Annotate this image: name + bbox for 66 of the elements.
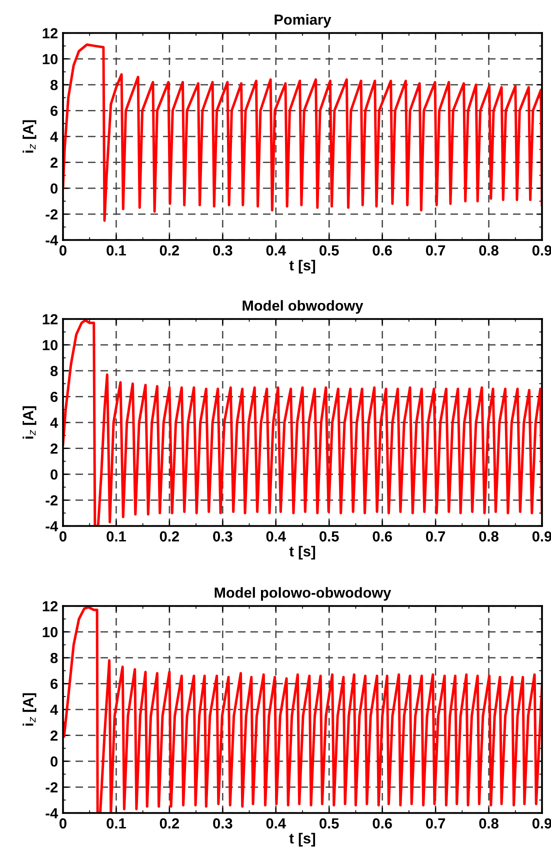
chart-title: Pomiary [274, 14, 332, 28]
y-tick-label: 8 [50, 652, 58, 664]
y-axis-title: i$_{z}$ [A] [22, 406, 36, 439]
x-tick-label: 0.2 [160, 818, 179, 829]
y-tick-label: 8 [50, 80, 58, 90]
x-tick-label: 0.3 [213, 531, 232, 542]
y-tick-label: 0 [50, 756, 58, 767]
y-tick-label: -2 [46, 209, 58, 220]
x-tick-label: 0.2 [160, 245, 179, 256]
y-tick-label: 0 [50, 183, 58, 194]
y-tick-label: -2 [46, 782, 58, 792]
x-tick-label: 0.7 [426, 245, 446, 256]
y-tick-label: -4 [46, 235, 58, 246]
y-tick-label: 6 [50, 678, 58, 690]
y-tick-label: 4 [50, 704, 58, 715]
y-tick-label: 2 [50, 730, 58, 741]
y-tick-label: -4 [46, 808, 58, 818]
line-series [63, 606, 542, 813]
x-tick-label: 0.4 [266, 531, 286, 542]
y-tick-label: 2 [50, 157, 58, 168]
x-tick-label: 0.4 [266, 818, 286, 829]
x-tick-label: 0.5 [320, 531, 339, 542]
x-axis-title: t [s] [289, 546, 316, 560]
y-axis-title: i$_{z}$ [A] [22, 120, 36, 153]
y-tick-label: 2 [50, 443, 58, 454]
x-tick-label: 0 [60, 818, 66, 829]
y-axis-title: i$_{z}$ [A] [22, 693, 36, 726]
chart-title: Model obwodowy [242, 300, 364, 314]
y-tick-label: 10 [42, 54, 58, 64]
x-axis-title: t [s] [289, 832, 316, 846]
x-tick-label: 0.8 [479, 531, 498, 542]
y-tick-label: 0 [50, 469, 58, 480]
x-tick-label: 0.1 [106, 245, 126, 256]
x-tick-label: 0.6 [372, 531, 392, 542]
x-tick-label: 0 [60, 531, 66, 542]
x-axis-title: t [s] [289, 260, 316, 274]
y-tick-label: 12 [42, 601, 58, 612]
x-tick-label: 0.1 [106, 818, 126, 829]
y-tick-label: 4 [50, 132, 58, 142]
x-tick-label: 0 [60, 245, 66, 256]
y-tick-label: 10 [42, 340, 58, 350]
x-tick-label: 0.5 [320, 818, 339, 829]
x-tick-label: 0.4 [266, 245, 286, 256]
x-tick-label: 0.7 [426, 531, 446, 542]
y-tick-label: 4 [50, 418, 58, 428]
x-tick-label: 0.6 [372, 245, 392, 256]
x-tick-label: 0.3 [213, 245, 232, 256]
x-tick-label: 0.3 [213, 818, 232, 829]
x-tick-label: 0.8 [479, 818, 498, 829]
chart-title: Model polowo-obwodowy [214, 587, 392, 601]
x-tick-label: 0.2 [160, 531, 179, 542]
x-tick-label: 0.8 [479, 245, 498, 256]
y-tick-label: -4 [46, 521, 58, 532]
y-tick-label: 12 [42, 314, 58, 324]
line-series [63, 319, 542, 526]
x-tick-label: 0.5 [320, 245, 339, 256]
x-tick-label: 0.7 [426, 818, 446, 829]
x-tick-label: 0.6 [372, 818, 392, 829]
y-tick-label: 10 [42, 626, 58, 638]
y-tick-label: 8 [50, 366, 58, 376]
y-tick-label: 12 [42, 28, 58, 38]
y-tick-label: -2 [46, 495, 58, 506]
y-tick-label: 6 [50, 106, 58, 116]
line-series [63, 43, 542, 222]
x-tick-label: 0.1 [106, 531, 126, 542]
y-tick-label: 6 [50, 392, 58, 402]
